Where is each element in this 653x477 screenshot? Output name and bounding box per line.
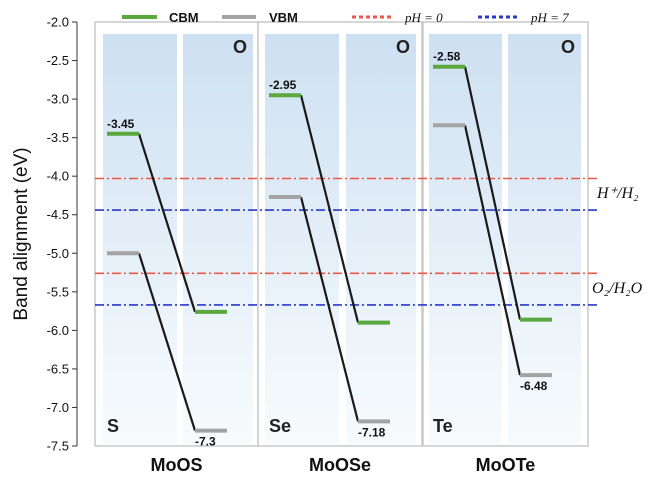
cbm-value-label: -2.58 <box>433 50 461 64</box>
y-tick-label: -7.0 <box>47 400 69 415</box>
ref-label-o2: O₂/H₂O <box>592 280 643 297</box>
y-tick-label: -7.5 <box>47 439 69 454</box>
legend-label-ph7: pH = 7 <box>530 10 569 25</box>
y-tick-label: -6.0 <box>47 323 69 338</box>
right-element-label: O <box>233 37 247 57</box>
left-element-label: Se <box>269 416 291 436</box>
vbm-connector <box>299 196 360 422</box>
vbm-connector <box>463 125 522 376</box>
y-tick-label: -4.5 <box>47 207 69 222</box>
group-label: MoOTe <box>476 455 536 475</box>
legend-label-vbm: VBM <box>269 10 298 25</box>
vbm-value-label: -6.48 <box>520 379 548 393</box>
right-column-bg <box>346 34 416 444</box>
group-label: MoOSe <box>309 455 371 475</box>
y-tick-label: -2.5 <box>47 53 69 68</box>
ref-label-h2: H⁺/H₂ <box>596 185 639 202</box>
legend-label-cbm: CBM <box>169 10 199 25</box>
legend-label-ph0: pH = 0 <box>404 10 443 25</box>
cbm-connector <box>463 66 522 320</box>
cbm-value-label: -2.95 <box>269 78 297 92</box>
right-element-label: O <box>561 37 575 57</box>
left-element-label: Te <box>433 416 453 436</box>
y-tick-label: -5.5 <box>47 284 69 299</box>
y-axis-title: Band alignment (eV) <box>11 147 32 320</box>
right-element-label: O <box>396 37 410 57</box>
vbm-value-label: -7.3 <box>195 435 216 449</box>
left-element-label: S <box>107 416 119 436</box>
cbm-connector <box>137 133 197 313</box>
y-tick-label: -4.0 <box>47 169 69 184</box>
y-tick-label: -6.5 <box>47 361 69 376</box>
vbm-connector <box>137 252 197 431</box>
left-column-bg <box>103 34 177 444</box>
group-label: MoOS <box>151 455 203 475</box>
y-tick-label: -5.0 <box>47 246 69 261</box>
y-tick-label: -3.5 <box>47 130 69 145</box>
right-column-bg <box>183 34 253 444</box>
y-tick-label: -2.0 <box>47 15 69 30</box>
vbm-value-label: -7.18 <box>358 425 386 439</box>
cbm-value-label: -3.45 <box>107 117 135 131</box>
y-tick-label: -3.0 <box>47 92 69 107</box>
cbm-connector <box>299 94 360 323</box>
